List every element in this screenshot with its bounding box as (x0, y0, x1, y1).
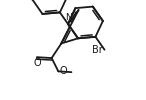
Text: O: O (33, 58, 41, 68)
Text: O: O (59, 66, 67, 76)
Text: Br: Br (92, 45, 103, 55)
Text: N: N (65, 12, 71, 22)
